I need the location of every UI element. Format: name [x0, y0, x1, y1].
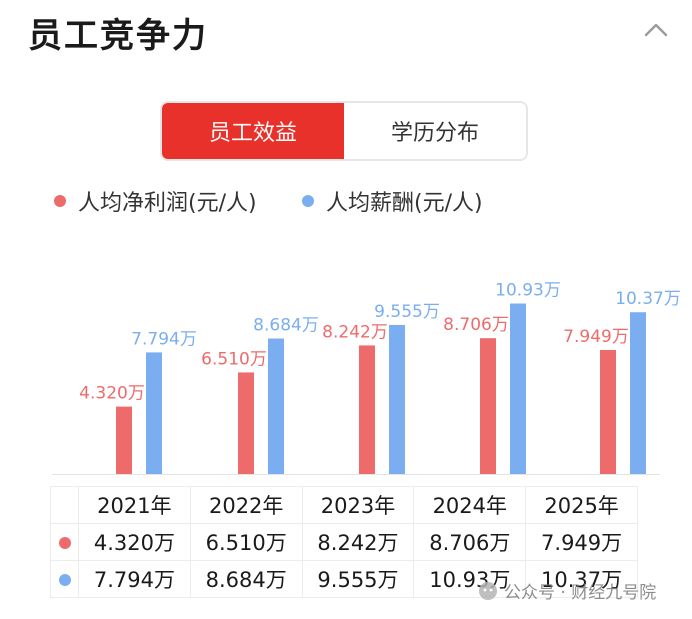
- legend-dot-profit: [54, 195, 66, 207]
- data-label-salary: 10.93万: [495, 280, 561, 300]
- table-cell: 10.93万: [413, 560, 527, 598]
- year-header: 2023年: [301, 486, 415, 524]
- year-header: 2022年: [189, 486, 303, 524]
- legend-item-salary[interactable]: 人均薪酬(元/人): [302, 186, 483, 216]
- tab-education-distribution[interactable]: 学历分布: [344, 103, 526, 159]
- row-marker-profit: [50, 523, 79, 561]
- bar-salary[interactable]: [630, 312, 646, 474]
- table-corner: [50, 486, 79, 524]
- data-label-profit: 6.510万: [201, 349, 267, 369]
- table-cell: 7.949万: [525, 523, 638, 561]
- bar-salary[interactable]: [389, 324, 405, 474]
- data-label-salary: 9.555万: [374, 302, 440, 322]
- table-cell: 9.555万: [301, 560, 415, 598]
- data-label-profit: 8.242万: [322, 322, 388, 342]
- year-header: 2021年: [78, 486, 191, 524]
- data-label-salary: 10.37万: [615, 289, 681, 309]
- bar-salary[interactable]: [268, 338, 284, 474]
- bar-profit[interactable]: [359, 345, 375, 474]
- table-cell: 6.510万: [189, 523, 303, 561]
- data-label-salary: 8.684万: [253, 316, 319, 336]
- table-row-profit: 4.320万 6.510万 8.242万 8.706万 7.949万: [50, 523, 638, 561]
- bar-salary[interactable]: [510, 303, 526, 474]
- row-marker-salary: [50, 560, 79, 598]
- data-label-profit: 7.949万: [563, 327, 629, 347]
- bar-chart-svg: 4.320万 6.510万 8.242万 8.706万 7.949万 7.794万 8.68…: [52, 280, 681, 475]
- year-header: 2025年: [525, 486, 638, 524]
- bar-profit[interactable]: [116, 406, 132, 474]
- legend-label-profit: 人均净利润(元/人): [78, 191, 257, 216]
- tab-employee-benefit[interactable]: 员工效益: [162, 103, 344, 159]
- table-cell: 8.242万: [301, 523, 415, 561]
- legend-label-salary: 人均薪酬(元/人): [326, 191, 483, 216]
- table-cell: 10.37万: [525, 560, 638, 598]
- bar-chart: 4.320万 6.510万 8.242万 8.706万 7.949万 7.794万 8.68…: [0, 230, 692, 480]
- chevron-up-icon: [644, 23, 668, 37]
- profit-dot-icon: [58, 537, 71, 549]
- year-header: 2024年: [413, 486, 527, 524]
- table-row-salary: 7.794万 8.684万 9.555万 10.93万 10.37万: [50, 560, 638, 598]
- data-label-profit: 4.320万: [79, 384, 145, 404]
- table-cell: 4.320万: [78, 523, 191, 561]
- watermark: 公众号 · 财经九号院: [478, 578, 656, 603]
- watermark-text: 公众号 · 财经九号院: [504, 583, 657, 603]
- table-cell: 7.794万: [78, 560, 191, 598]
- data-table: 2021年 2022年 2023年 2024年 2025年 4.320万 6.5…: [50, 486, 638, 606]
- page-title: 员工竞争力: [28, 16, 208, 56]
- table-header-row: 2021年 2022年 2023年 2024年 2025年: [50, 486, 638, 524]
- data-label-profit: 8.706万: [443, 315, 509, 335]
- table-cell: 8.706万: [413, 523, 527, 561]
- bar-profit[interactable]: [238, 372, 254, 474]
- data-label-salary: 7.794万: [131, 329, 197, 349]
- table-cell: 8.684万: [189, 560, 303, 598]
- segmented-tabs: 员工效益 学历分布: [160, 101, 528, 161]
- bar-salary[interactable]: [146, 352, 162, 474]
- collapse-button[interactable]: [640, 14, 672, 46]
- legend-dot-salary: [302, 195, 314, 207]
- wechat-icon: [479, 581, 497, 600]
- bar-profit[interactable]: [480, 338, 496, 474]
- bar-profit[interactable]: [600, 349, 616, 474]
- legend-item-profit[interactable]: 人均净利润(元/人): [54, 186, 257, 216]
- salary-dot-icon: [58, 574, 71, 586]
